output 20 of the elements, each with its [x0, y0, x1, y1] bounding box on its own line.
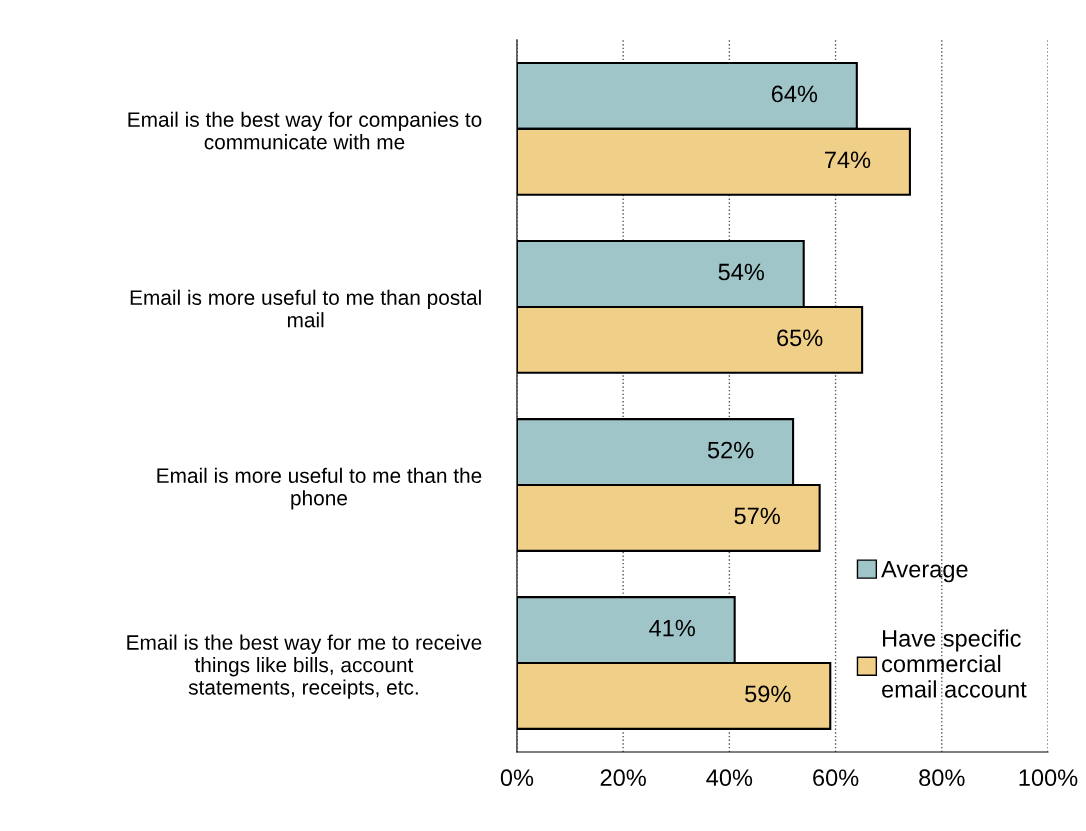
data-label: 52% [707, 441, 754, 459]
x-tick-label: 40% [706, 769, 753, 787]
data-label: 74% [825, 151, 871, 169]
y-tick-label: Email is more useful to me than the phone [157, 467, 482, 510]
data-label: 41% [649, 619, 695, 637]
legend-label: Average [881, 561, 968, 583]
data-label: 59% [745, 685, 791, 703]
x-tick-label: 60% [813, 769, 859, 787]
data-label: 64% [771, 85, 818, 103]
x-tick-label: 80% [919, 769, 965, 787]
y-tick-label: Email is more useful to me than postal mail [130, 289, 481, 328]
x-tick-label: 100% [1019, 769, 1078, 787]
data-label: 57% [734, 507, 780, 525]
x-tick-label: 20% [600, 769, 646, 787]
y-tick-label: Email is the best way for companies to communicate with me [128, 111, 482, 150]
x-tick-label: 0% [500, 769, 534, 787]
data-label: 65% [777, 329, 823, 347]
data-label: 54% [718, 263, 765, 281]
legend-label: Have specific commercial email account [882, 629, 1027, 698]
y-tick-label: Email is the best way for me to receive things like bills, account statements, receipts, etc. [127, 634, 482, 699]
